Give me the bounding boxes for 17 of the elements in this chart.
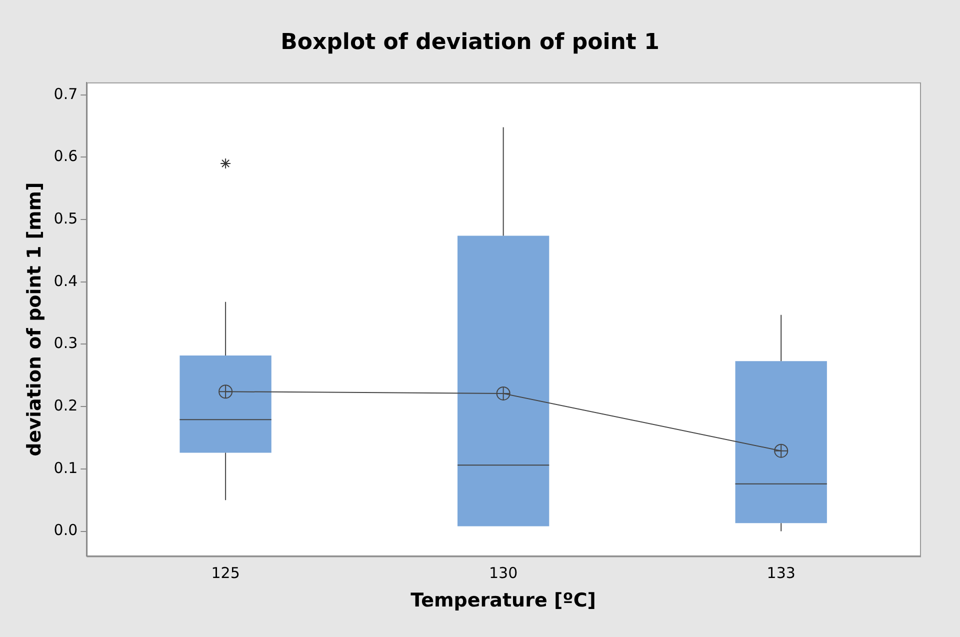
y-tick-label: 0.6 bbox=[54, 147, 78, 166]
y-tick-label: 0.5 bbox=[54, 209, 78, 228]
y-tick-label: 0.3 bbox=[54, 334, 78, 352]
x-axis-title: Temperature [ºC] bbox=[410, 590, 596, 612]
y-tick-label: 0.4 bbox=[54, 272, 78, 290]
y-axis-title: deviation of point 1 [mm] bbox=[23, 182, 46, 456]
chart-title: Boxplot of deviation of point 1 bbox=[280, 30, 660, 55]
y-tick-label: 0.1 bbox=[54, 458, 78, 477]
point bbox=[218, 384, 233, 399]
x-tick-label: 125 bbox=[211, 564, 240, 582]
point bbox=[774, 444, 788, 458]
x-tick-label: 130 bbox=[489, 564, 518, 582]
y-tick-label: 0.7 bbox=[54, 84, 78, 103]
point bbox=[496, 386, 510, 400]
y-tick-label: 0.2 bbox=[54, 396, 78, 414]
x-tick-label: 133 bbox=[766, 564, 796, 582]
y-tick-label: 0.0 bbox=[54, 521, 78, 540]
